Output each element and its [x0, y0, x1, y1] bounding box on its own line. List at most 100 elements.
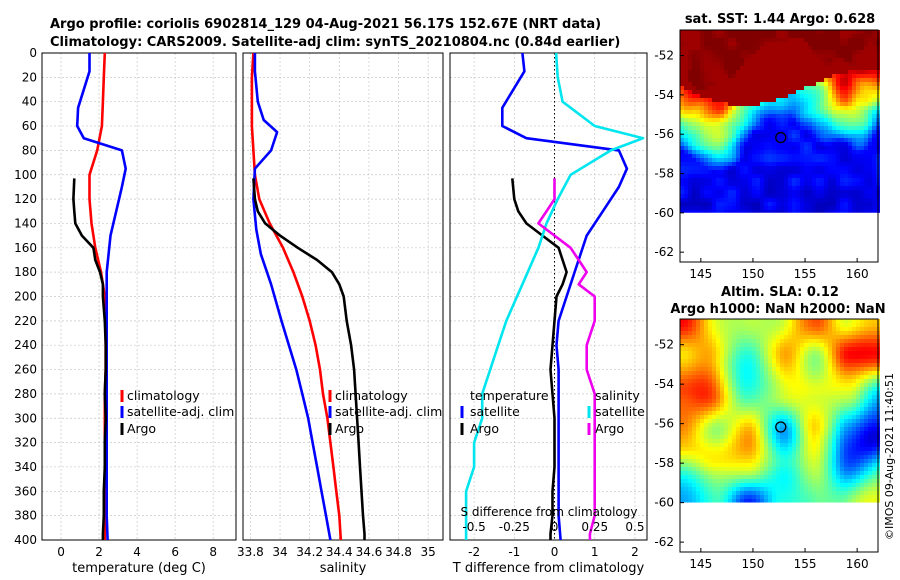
heatmap-cell: [692, 351, 696, 355]
heatmap-cell: [840, 419, 844, 423]
heatmap-cell: [684, 162, 688, 166]
heatmap-cell: [688, 82, 692, 86]
heatmap-cell: [792, 206, 796, 210]
heatmap-cell: [868, 447, 872, 451]
heatmap-cell: [844, 174, 848, 178]
heatmap-cell: [868, 74, 872, 78]
heatmap-cell: [752, 447, 756, 451]
heatmap-cell: [800, 198, 804, 202]
heatmap-cell: [800, 459, 804, 463]
heatmap-cell: [736, 202, 740, 206]
heatmap-cell: [828, 467, 832, 471]
heatmap-cell: [792, 427, 796, 431]
heatmap-cell: [820, 487, 824, 491]
heatmap-cell: [824, 351, 828, 355]
heatmap-cell: [684, 190, 688, 194]
heatmap-cell: [728, 327, 732, 331]
heatmap-cell: [836, 42, 840, 46]
heatmap-cell: [732, 479, 736, 483]
heatmap-cell: [780, 98, 784, 102]
heatmap-cell: [700, 138, 704, 142]
heatmap-cell: [804, 343, 808, 347]
heatmap-cell: [832, 126, 836, 130]
heatmap-cell: [796, 174, 800, 178]
heatmap-cell: [768, 499, 772, 503]
heatmap-cell: [688, 367, 692, 371]
heatmap-cell: [848, 415, 852, 419]
heatmap-cell: [836, 323, 840, 327]
heatmap-cell: [788, 419, 792, 423]
heatmap-cell: [740, 174, 744, 178]
heatmap-cell: [808, 403, 812, 407]
heatmap-cell: [688, 379, 692, 383]
heatmap-cell: [700, 86, 704, 90]
heatmap-cell: [744, 178, 748, 182]
heatmap-cell: [732, 475, 736, 479]
heatmap-cell: [816, 170, 820, 174]
heatmap-cell: [768, 142, 772, 146]
heatmap-cell: [688, 475, 692, 479]
heatmap-cell: [728, 34, 732, 38]
heatmap-cell: [732, 198, 736, 202]
heatmap-cell: [696, 455, 700, 459]
heatmap-cell: [856, 90, 860, 94]
heatmap-cell: [700, 455, 704, 459]
heatmap-cell: [872, 363, 876, 367]
heatmap-cell: [860, 495, 864, 499]
heatmap-cell: [764, 30, 768, 34]
heatmap-cell: [828, 455, 832, 459]
heatmap-cell: [736, 467, 740, 471]
heatmap-cell: [780, 110, 784, 114]
heatmap-cell: [872, 30, 876, 34]
heatmap-cell: [740, 166, 744, 170]
heatmap-cell: [780, 479, 784, 483]
heatmap-cell: [752, 443, 756, 447]
heatmap-cell: [724, 339, 728, 343]
heatmap-cell: [760, 106, 764, 110]
heatmap-cell: [692, 491, 696, 495]
heatmap-cell: [728, 50, 732, 54]
heatmap-cell: [720, 367, 724, 371]
heatmap-cell: [852, 114, 856, 118]
heatmap-cell: [796, 323, 800, 327]
heatmap-cell: [732, 202, 736, 206]
heatmap-cell: [764, 379, 768, 383]
heatmap-cell: [816, 403, 820, 407]
heatmap-cell: [688, 46, 692, 50]
map-y-tick-label: -56: [654, 127, 674, 141]
heatmap-cell: [788, 158, 792, 162]
heatmap-cell: [856, 102, 860, 106]
heatmap-cell: [740, 479, 744, 483]
heatmap-cell: [872, 379, 876, 383]
heatmap-cell: [720, 162, 724, 166]
heatmap-cell: [744, 126, 748, 130]
heatmap-cell: [744, 439, 748, 443]
heatmap-cell: [860, 419, 864, 423]
heatmap-cell: [764, 387, 768, 391]
heatmap-cell: [864, 110, 868, 114]
heatmap-cell: [776, 463, 780, 467]
heatmap-cell: [804, 423, 808, 427]
heatmap-cell: [736, 339, 740, 343]
heatmap-cell: [812, 419, 816, 423]
heatmap-cell: [812, 435, 816, 439]
heatmap-cell: [824, 491, 828, 495]
heatmap-cell: [748, 419, 752, 423]
heatmap-cell: [852, 359, 856, 363]
heatmap-cell: [724, 154, 728, 158]
heatmap-cell: [732, 459, 736, 463]
heatmap-cell: [832, 90, 836, 94]
heatmap-cell: [844, 483, 848, 487]
heatmap-cell: [780, 343, 784, 347]
x-tick-label: 35: [421, 545, 436, 559]
heatmap-cell: [820, 38, 824, 42]
heatmap-cell: [792, 126, 796, 130]
heatmap-cell: [852, 347, 856, 351]
heatmap-cell: [804, 319, 808, 323]
heatmap-cell: [748, 138, 752, 142]
heatmap-cell: [856, 415, 860, 419]
heatmap-cell: [732, 379, 736, 383]
heatmap-cell: [800, 90, 804, 94]
heatmap-cell: [824, 162, 828, 166]
heatmap-cell: [844, 415, 848, 419]
